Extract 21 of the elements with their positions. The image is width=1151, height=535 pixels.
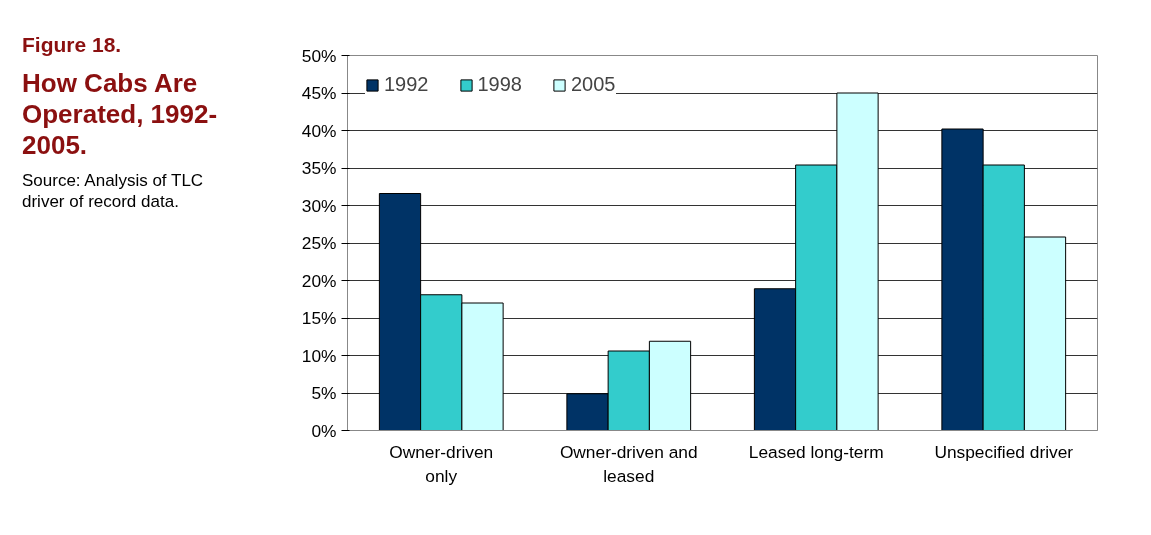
y-tick-label: 15% [301, 308, 337, 328]
y-tick-label: 50% [301, 45, 337, 66]
x-tick-label: Owner-driven only [389, 441, 494, 486]
y-tick-label: 25% [301, 233, 337, 253]
y-tick-label: 5% [311, 383, 337, 403]
y-tick-label: 30% [301, 195, 337, 216]
x-tick-label: Unspecified driver [934, 441, 1074, 462]
legend-label: 1998 [477, 73, 522, 96]
source-note: Source: Analysis of TLC driver of record data. [22, 169, 205, 213]
y-tick-label: 10% [301, 345, 337, 366]
y-tick-label: 20% [301, 270, 337, 291]
y-tick-label: 35% [301, 158, 337, 178]
y-tick-label: 45% [301, 83, 337, 103]
y-tick-label: 40% [301, 120, 337, 141]
y-tick-label: 0% [311, 420, 337, 441]
x-tick-label: Owner-driven and leased [559, 441, 698, 486]
text: Figure 18. [22, 32, 123, 58]
text: How Cabs Are Operated, 1992-2005. [22, 68, 219, 162]
legend-label: 2005 [571, 73, 616, 96]
legend-label: 1992 [384, 73, 429, 96]
x-tick-label: Leased long-term [748, 441, 884, 462]
